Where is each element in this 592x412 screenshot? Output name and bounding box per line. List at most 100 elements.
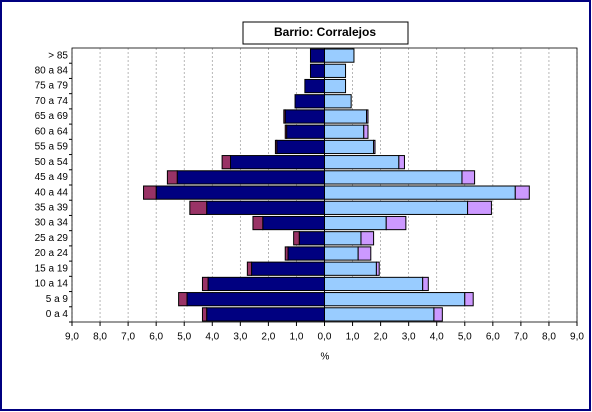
x-tick-label: 9,0 bbox=[65, 332, 79, 343]
bar bbox=[461, 170, 476, 185]
bar bbox=[375, 261, 380, 276]
bar bbox=[274, 139, 278, 155]
bar bbox=[324, 78, 347, 94]
bar bbox=[206, 307, 326, 322]
bar bbox=[324, 185, 516, 200]
bar bbox=[166, 170, 178, 185]
bar bbox=[283, 109, 286, 124]
bar bbox=[366, 109, 369, 124]
bar bbox=[304, 78, 326, 94]
bar bbox=[360, 231, 375, 246]
bar bbox=[422, 276, 429, 292]
bar bbox=[357, 246, 372, 261]
y-tick-label: 30 a 34 bbox=[35, 218, 69, 229]
y-tick-label: 50 a 54 bbox=[35, 157, 69, 168]
x-tick-label: 3,0 bbox=[233, 332, 247, 343]
bar bbox=[298, 231, 325, 246]
y-tick-label: 5 a 9 bbox=[46, 294, 69, 305]
bar bbox=[252, 215, 264, 231]
bar bbox=[189, 200, 208, 215]
y-tick-label: 0 a 4 bbox=[46, 309, 69, 320]
bar bbox=[373, 139, 376, 155]
bar bbox=[309, 48, 326, 63]
x-tick-label: 1,0 bbox=[346, 332, 360, 343]
bar bbox=[324, 292, 466, 307]
x-tick-label: 3,0 bbox=[402, 332, 416, 343]
bar bbox=[276, 139, 325, 155]
bar bbox=[464, 292, 474, 307]
bar bbox=[287, 246, 325, 261]
x-tick-label: 1,0 bbox=[289, 332, 303, 343]
bar bbox=[324, 109, 368, 124]
bar bbox=[324, 155, 400, 170]
bar bbox=[324, 124, 365, 139]
bar bbox=[398, 155, 405, 170]
bar bbox=[176, 170, 325, 185]
bar bbox=[284, 246, 289, 261]
y-tick-label: 15 a 19 bbox=[35, 263, 69, 274]
chart-title: Barrio: Corralejos bbox=[274, 25, 376, 39]
bar bbox=[433, 307, 443, 322]
bar bbox=[206, 200, 326, 215]
bar bbox=[178, 292, 188, 307]
bar bbox=[385, 215, 407, 231]
x-tick-label: 0,0 bbox=[318, 332, 332, 343]
bar bbox=[286, 124, 325, 139]
x-tick-label: 5,0 bbox=[458, 332, 472, 343]
x-tick-label: 6,0 bbox=[486, 332, 500, 343]
bar bbox=[324, 170, 463, 185]
bar bbox=[324, 48, 355, 63]
y-tick-label: 45 a 49 bbox=[35, 172, 69, 183]
x-tick-label: 9,0 bbox=[570, 332, 584, 343]
bar bbox=[155, 185, 325, 200]
bar bbox=[324, 261, 377, 276]
bar bbox=[324, 246, 359, 261]
bar bbox=[324, 307, 435, 322]
y-tick-label: 40 a 44 bbox=[35, 187, 69, 198]
y-tick-label: 20 a 24 bbox=[35, 248, 69, 259]
bar bbox=[246, 261, 253, 276]
bar bbox=[201, 307, 208, 322]
x-tick-label: 6,0 bbox=[149, 332, 163, 343]
bar bbox=[186, 292, 325, 307]
title-box bbox=[242, 21, 409, 45]
x-tick-label: 2,0 bbox=[374, 332, 388, 343]
bar bbox=[324, 231, 362, 246]
bar bbox=[262, 215, 325, 231]
bar bbox=[324, 63, 347, 78]
x-tick-label: 8,0 bbox=[93, 332, 107, 343]
bar bbox=[363, 124, 369, 139]
x-tick-label: 2,0 bbox=[261, 332, 275, 343]
y-tick-label: 35 a 39 bbox=[35, 202, 69, 213]
x-tick-label: 7,0 bbox=[121, 332, 135, 343]
x-tick-label: 5,0 bbox=[177, 332, 191, 343]
y-tick-label: > 85 bbox=[48, 50, 68, 61]
x-tick-label: 4,0 bbox=[430, 332, 444, 343]
y-tick-label: 10 a 14 bbox=[35, 279, 69, 290]
x-tick-label: 8,0 bbox=[542, 332, 556, 343]
bar bbox=[251, 261, 325, 276]
y-tick-label: 70 a 74 bbox=[35, 96, 69, 107]
y-tick-label: 65 a 69 bbox=[35, 111, 69, 122]
y-tick-label: 60 a 64 bbox=[35, 126, 69, 137]
bar bbox=[284, 124, 288, 139]
bar bbox=[467, 200, 492, 215]
x-tick-label: 7,0 bbox=[514, 332, 528, 343]
bar bbox=[284, 109, 326, 124]
bar bbox=[324, 200, 469, 215]
bar bbox=[514, 185, 530, 200]
y-tick-label: 55 a 59 bbox=[35, 142, 69, 153]
bar bbox=[207, 276, 325, 292]
bar bbox=[293, 231, 300, 246]
x-tick-label: 4,0 bbox=[205, 332, 219, 343]
x-axis-label: % bbox=[321, 352, 330, 363]
bar bbox=[309, 63, 326, 78]
bar bbox=[201, 276, 209, 292]
bar bbox=[324, 139, 375, 155]
bar bbox=[221, 155, 232, 170]
bar bbox=[143, 185, 157, 200]
y-tick-label: 80 a 84 bbox=[35, 65, 69, 76]
bar bbox=[324, 276, 424, 292]
bar bbox=[294, 94, 325, 109]
